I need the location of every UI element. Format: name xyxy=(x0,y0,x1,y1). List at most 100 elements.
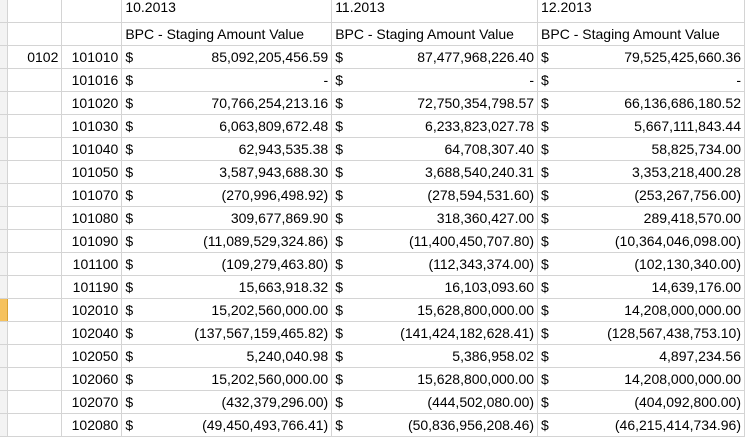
currency-cell[interactable]: $ xyxy=(537,229,560,253)
row-header[interactable] xyxy=(0,114,9,138)
currency-cell[interactable]: $ xyxy=(537,390,560,414)
amount-cell[interactable]: (112,343,374.00) xyxy=(353,252,539,276)
amount-cell[interactable]: 16,103,093.60 xyxy=(353,275,539,299)
currency-cell[interactable]: $ xyxy=(331,183,354,207)
currency-cell[interactable]: $ xyxy=(121,321,144,345)
currency-cell[interactable]: $ xyxy=(537,344,560,368)
amount-cell[interactable]: 87,477,968,226.40 xyxy=(353,45,539,69)
cell[interactable] xyxy=(7,0,63,23)
amount-cell[interactable]: (137,567,159,465.82) xyxy=(143,321,333,345)
row-header[interactable] xyxy=(0,229,9,253)
currency-cell[interactable]: $ xyxy=(121,413,144,437)
amount-cell[interactable]: 318,360,427.00 xyxy=(353,206,539,230)
amount-cell[interactable]: 58,825,734.00 xyxy=(559,137,745,161)
currency-cell[interactable]: $ xyxy=(331,321,354,345)
account-cell[interactable]: 101190 xyxy=(61,275,123,299)
currency-cell[interactable]: $ xyxy=(121,344,144,368)
currency-cell[interactable]: $ xyxy=(537,206,560,230)
currency-cell[interactable]: $ xyxy=(331,275,354,299)
currency-cell[interactable]: $ xyxy=(331,137,354,161)
amount-cell[interactable]: (270,996,498.92) xyxy=(143,183,333,207)
amount-cell[interactable]: (444,502,080.00) xyxy=(353,390,539,414)
account-cell[interactable]: 101016 xyxy=(61,68,123,92)
currency-cell[interactable]: $ xyxy=(121,252,144,276)
amount-cell[interactable]: 6,063,809,672.48 xyxy=(143,114,333,138)
amount-cell[interactable]: 64,708,307.40 xyxy=(353,137,539,161)
currency-cell[interactable]: $ xyxy=(121,68,144,92)
currency-cell[interactable]: $ xyxy=(331,68,354,92)
period-header-2[interactable]: 12.2013 xyxy=(537,0,745,23)
account-cell[interactable]: 102080 xyxy=(61,413,123,437)
cell[interactable] xyxy=(7,229,63,253)
amount-cell[interactable]: 14,208,000,000.00 xyxy=(559,298,745,322)
cell[interactable] xyxy=(7,390,63,414)
cell[interactable] xyxy=(7,22,63,46)
period-header-1[interactable]: 11.2013 xyxy=(331,0,539,23)
cell[interactable] xyxy=(7,206,63,230)
currency-cell[interactable]: $ xyxy=(331,252,354,276)
currency-cell[interactable]: $ xyxy=(331,390,354,414)
currency-cell[interactable]: $ xyxy=(537,45,560,69)
amount-cell[interactable]: (253,267,756.00) xyxy=(559,183,745,207)
currency-cell[interactable]: $ xyxy=(537,160,560,184)
amount-cell[interactable]: (109,279,463.80) xyxy=(143,252,333,276)
row-header[interactable] xyxy=(0,45,9,69)
amount-cell[interactable]: 70,766,254,213.16 xyxy=(143,91,333,115)
account-cell[interactable]: 102070 xyxy=(61,390,123,414)
amount-cell[interactable]: 66,136,686,180.52 xyxy=(559,91,745,115)
row-header[interactable] xyxy=(0,91,9,115)
amount-cell[interactable]: (46,215,414,734.96) xyxy=(559,413,745,437)
cell[interactable] xyxy=(7,160,63,184)
amount-cell[interactable]: 79,525,425,660.36 xyxy=(559,45,745,69)
currency-cell[interactable]: $ xyxy=(537,68,560,92)
currency-cell[interactable]: $ xyxy=(121,206,144,230)
cell[interactable] xyxy=(7,298,63,322)
amount-cell[interactable]: (128,567,438,753.10) xyxy=(559,321,745,345)
amount-cell[interactable]: 5,667,111,843.44 xyxy=(559,114,745,138)
currency-cell[interactable]: $ xyxy=(331,367,354,391)
currency-cell[interactable]: $ xyxy=(537,298,560,322)
account-cell[interactable]: 101080 xyxy=(61,206,123,230)
row-header[interactable] xyxy=(0,137,9,161)
currency-cell[interactable]: $ xyxy=(537,321,560,345)
currency-cell[interactable]: $ xyxy=(537,413,560,437)
currency-cell[interactable]: $ xyxy=(331,45,354,69)
measure-header-1[interactable]: BPC - Staging Amount Value xyxy=(331,22,539,46)
amount-cell[interactable]: 6,233,823,027.78 xyxy=(353,114,539,138)
row-header[interactable] xyxy=(0,252,9,276)
row-header[interactable] xyxy=(0,413,9,437)
row-header[interactable] xyxy=(0,160,9,184)
amount-cell[interactable]: 309,677,869.90 xyxy=(143,206,333,230)
account-cell[interactable]: 101100 xyxy=(61,252,123,276)
amount-cell[interactable]: 5,386,958.02 xyxy=(353,344,539,368)
cell[interactable] xyxy=(7,183,63,207)
amount-cell[interactable]: (10,364,046,098.00) xyxy=(559,229,745,253)
row-header[interactable] xyxy=(0,0,9,23)
account-cell[interactable]: 102010 xyxy=(61,298,123,322)
entity-cell[interactable]: 0102 xyxy=(7,45,63,69)
currency-cell[interactable]: $ xyxy=(331,160,354,184)
account-cell[interactable]: 101010 xyxy=(61,45,123,69)
row-header[interactable] xyxy=(0,22,9,46)
currency-cell[interactable]: $ xyxy=(121,390,144,414)
amount-cell[interactable]: 289,418,570.00 xyxy=(559,206,745,230)
account-cell[interactable]: 101070 xyxy=(61,183,123,207)
cell[interactable] xyxy=(7,321,63,345)
account-cell[interactable]: 102060 xyxy=(61,367,123,391)
cell[interactable] xyxy=(7,91,63,115)
amount-cell[interactable]: 3,353,218,400.28 xyxy=(559,160,745,184)
row-header[interactable] xyxy=(0,183,9,207)
cell[interactable] xyxy=(7,68,63,92)
cell[interactable] xyxy=(7,344,63,368)
account-cell[interactable]: 102040 xyxy=(61,321,123,345)
amount-cell[interactable]: 3,688,540,240.31 xyxy=(353,160,539,184)
currency-cell[interactable]: $ xyxy=(121,183,144,207)
currency-cell[interactable]: $ xyxy=(121,45,144,69)
currency-cell[interactable]: $ xyxy=(121,91,144,115)
row-header[interactable] xyxy=(0,344,9,368)
currency-cell[interactable]: $ xyxy=(121,298,144,322)
cell[interactable] xyxy=(7,114,63,138)
account-cell[interactable]: 101090 xyxy=(61,229,123,253)
account-cell[interactable]: 102050 xyxy=(61,344,123,368)
amount-cell[interactable]: - xyxy=(353,68,539,92)
